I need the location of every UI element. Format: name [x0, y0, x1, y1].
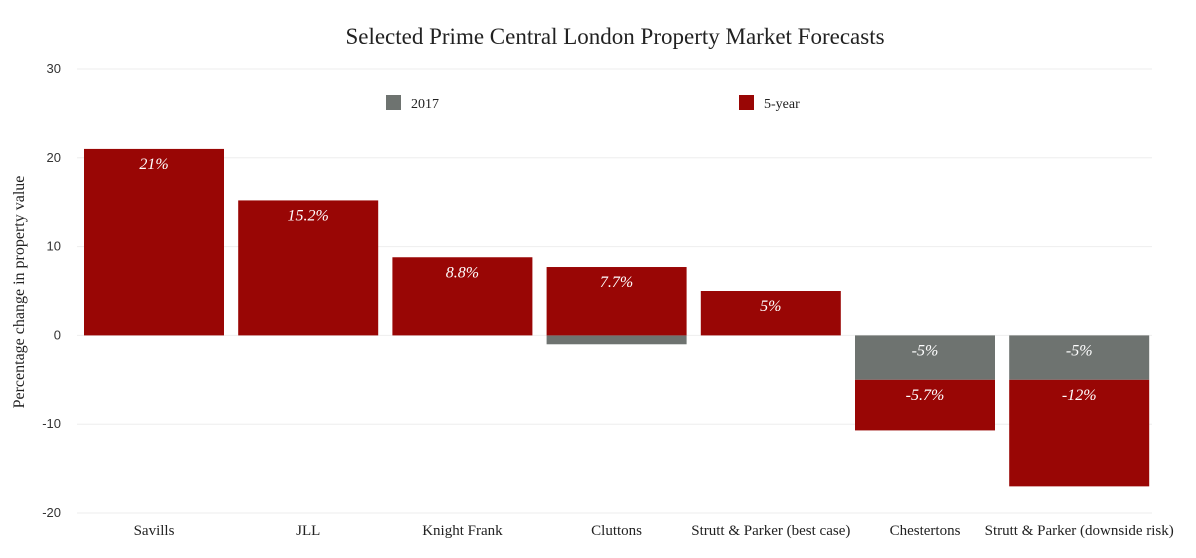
y-tick-label: 30	[47, 61, 61, 76]
category-label: JLL	[296, 523, 320, 539]
bar-2017	[855, 335, 995, 380]
legend-swatch	[739, 95, 754, 110]
data-labels: 21% 15.2% 8.8% -1% 7.7% 5% -5% -5.7% -5% -12%	[139, 156, 1096, 404]
bars	[84, 148, 1150, 487]
category-label: Savills	[134, 523, 175, 539]
y-tick-label: -10	[42, 416, 61, 431]
bar-5-year	[546, 267, 687, 336]
chart-title: Selected Prime Central London Property M…	[345, 24, 884, 49]
bar-5-year	[84, 148, 224, 336]
bar-5-year	[1009, 379, 1150, 487]
data-label: -12%	[1062, 387, 1097, 404]
category-label: Strutt & Parker (best case)	[691, 523, 850, 539]
legend-label: 2017	[411, 97, 439, 112]
data-label: 8.8%	[446, 264, 479, 281]
category-label: Cluttons	[591, 523, 642, 539]
y-axis-ticks: 30 20 10 0 -10 -20	[42, 61, 61, 520]
bar-2017	[546, 335, 687, 345]
legend-label: 5-year	[764, 97, 800, 112]
bar-5-year	[392, 257, 533, 336]
data-label: 21%	[139, 156, 168, 173]
data-label: -5.7%	[906, 387, 945, 404]
bar-2017	[1009, 335, 1150, 380]
category-label: Knight Frank	[422, 523, 503, 539]
legend: 2017 5-year	[386, 95, 800, 112]
y-tick-label: 20	[47, 150, 61, 165]
y-tick-label: 0	[54, 327, 61, 342]
category-label: Chestertons	[890, 523, 961, 539]
bar-5-year	[700, 291, 841, 336]
x-axis-categories: Savills JLL Knight Frank Cluttons Strutt & P…	[134, 523, 1174, 539]
bar-5-year	[238, 200, 379, 336]
y-tick-label: -20	[42, 505, 61, 520]
bar-5-year	[855, 379, 995, 431]
y-tick-label: 10	[47, 239, 61, 254]
data-label: 7.7%	[600, 274, 633, 291]
y-axis-label: Percentage change in property value	[11, 176, 28, 409]
data-label: -5%	[1066, 342, 1093, 359]
data-label: -1%	[603, 342, 630, 359]
data-label: 15.2%	[288, 207, 329, 224]
data-label: 5%	[760, 298, 781, 315]
category-label: Strutt & Parker (downside risk)	[985, 523, 1174, 539]
data-label: -5%	[912, 342, 939, 359]
legend-swatch	[386, 95, 401, 110]
